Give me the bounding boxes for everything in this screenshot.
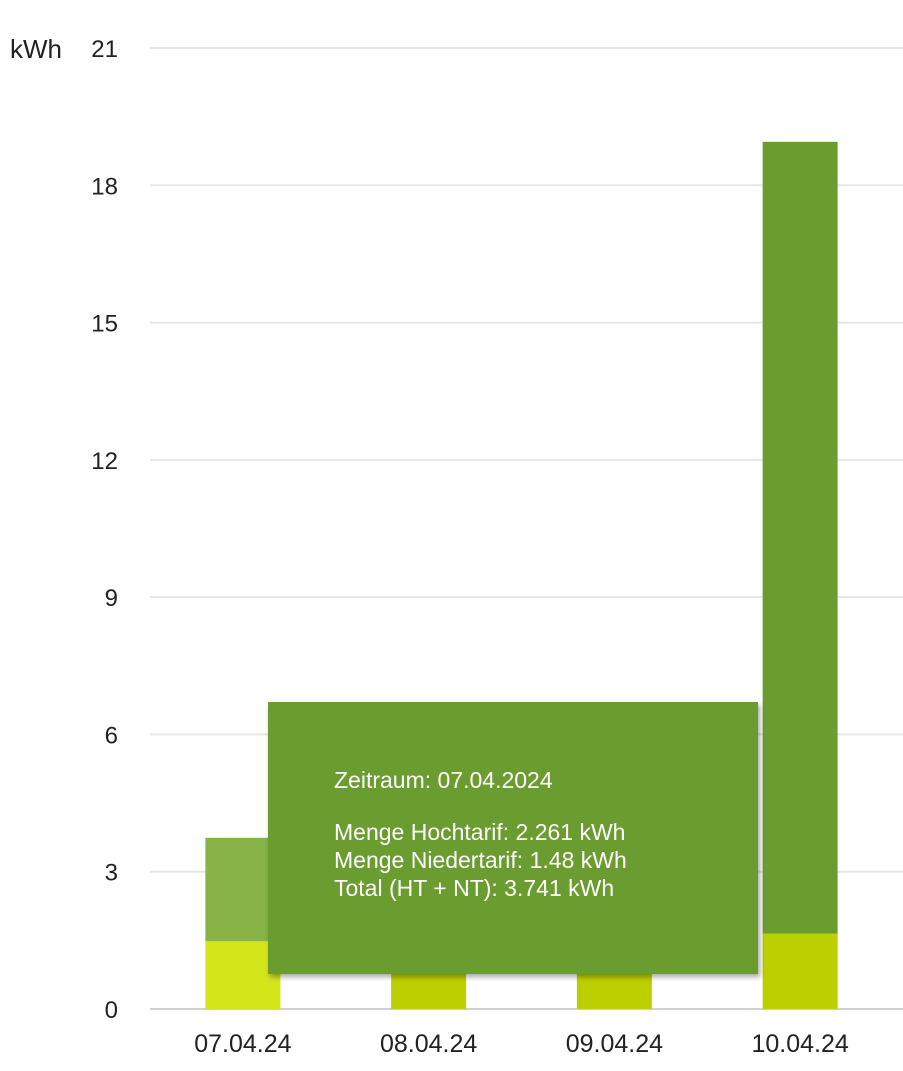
tooltip-hochtarif: Menge Hochtarif: 2.261 kWh (334, 819, 626, 845)
tooltip: Zeitraum: 07.04.2024 Menge Hochtarif: 2.… (268, 702, 758, 974)
y-tick-label: 12 (91, 448, 118, 475)
y-tick-label: 3 (105, 860, 118, 887)
bar-nt[interactable] (391, 972, 467, 1009)
bar-nt[interactable] (762, 933, 838, 1009)
x-tick-label: 07.04.24 (194, 1030, 291, 1058)
y-tick-label: 15 (91, 311, 118, 338)
tooltip-total: Total (HT + NT): 3.741 kWh (334, 875, 615, 901)
tooltip-niedertarif: Menge Niedertarif: 1.48 kWh (334, 847, 627, 873)
y-axis-ticks: 0 3 6 9 12 15 18 21 (91, 36, 118, 1024)
bar-ht[interactable] (762, 141, 838, 934)
y-tick-label: 6 (105, 722, 118, 749)
tooltip-period: Zeitraum: 07.04.2024 (334, 767, 553, 793)
x-tick-label: 09.04.24 (566, 1030, 663, 1058)
y-tick-label: 21 (91, 36, 118, 63)
bar-nt[interactable] (576, 972, 652, 1009)
x-tick-label: 08.04.24 (380, 1030, 477, 1058)
y-tick-label: 0 (105, 997, 118, 1024)
x-axis-ticks: 07.04.24 08.04.24 09.04.24 10.04.24 (194, 1030, 849, 1058)
bars (205, 141, 838, 1009)
bar-nt[interactable] (205, 941, 281, 1009)
y-tick-label: 9 (105, 585, 118, 612)
y-axis-unit-label: kWh (10, 34, 62, 64)
y-tick-label: 18 (91, 173, 118, 200)
x-tick-label: 10.04.24 (751, 1030, 848, 1058)
bar-ht[interactable] (205, 837, 281, 942)
